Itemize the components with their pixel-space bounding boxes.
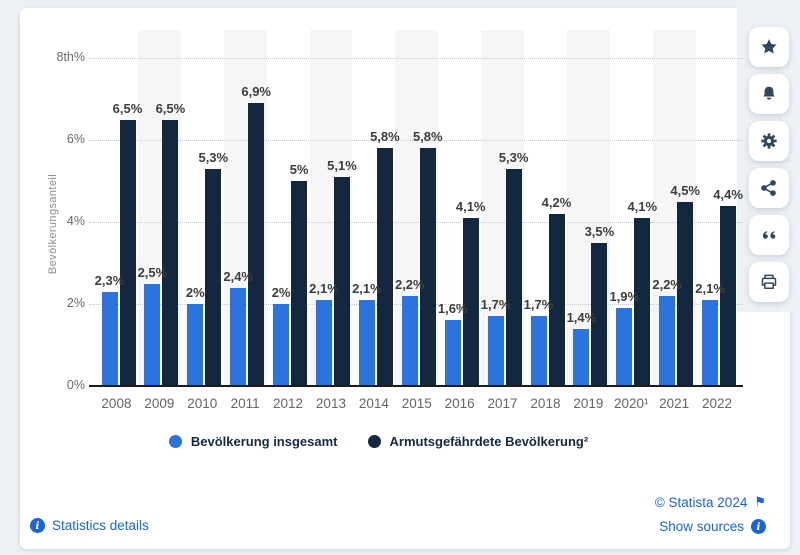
notifications-button[interactable] — [748, 74, 789, 114]
bar-at-risk-2016[interactable] — [462, 217, 479, 386]
bar-total-2017[interactable] — [487, 316, 504, 386]
chart-card — [20, 8, 790, 549]
action-sidebar — [737, 0, 800, 312]
bar-total-2014[interactable] — [358, 299, 375, 386]
bar-at-risk-2017[interactable] — [505, 168, 522, 386]
share-button[interactable] — [748, 168, 789, 208]
quote-icon — [762, 231, 775, 239]
bar-total-2013[interactable] — [316, 299, 332, 386]
gear-icon — [760, 133, 777, 149]
bar-at-risk-2014[interactable] — [376, 148, 393, 386]
legend-label: Armutsgefährdete Bevölkerung² — [389, 434, 589, 449]
chart-legend: Bevölkerung insgesamt Armutsgefährdete Be… — [20, 434, 737, 449]
share-icon — [760, 180, 776, 196]
favorite-button[interactable] — [748, 27, 789, 67]
bar-at-risk-2020¹[interactable] — [634, 217, 651, 386]
bar-at-risk-2019[interactable] — [591, 242, 608, 386]
bar-at-risk-2015[interactable] — [419, 148, 436, 386]
show-sources-link[interactable]: Show sources i — [659, 519, 766, 534]
bar-at-risk-2008[interactable] — [119, 119, 136, 386]
info-icon: i — [30, 518, 45, 533]
bar-at-risk-2022[interactable] — [720, 205, 737, 386]
bar-at-risk-2012[interactable] — [291, 181, 308, 386]
statista-copyright[interactable]: © Statista 2024 ⚑ — [655, 494, 766, 510]
bar-total-2009[interactable] — [144, 283, 161, 386]
bar-total-2018[interactable] — [530, 316, 547, 386]
bell-icon — [762, 86, 775, 100]
cite-button[interactable] — [748, 215, 789, 255]
bar-at-risk-2010[interactable] — [205, 168, 222, 386]
legend-label: Bevölkerung insgesamt — [190, 434, 338, 449]
star-icon — [760, 39, 777, 54]
legend-dot-icon — [168, 435, 182, 448]
y-axis-title: Bevölkerungsanteil — [47, 173, 59, 275]
statistics-details-link[interactable]: i Statistics details — [30, 518, 149, 533]
bar-total-2020¹[interactable] — [616, 308, 633, 386]
flag-icon: ⚑ — [754, 494, 766, 509]
bar-total-2015[interactable] — [401, 295, 418, 386]
settings-button[interactable] — [748, 121, 789, 161]
bar-at-risk-2011[interactable] — [248, 103, 265, 386]
bar-total-2012[interactable] — [273, 304, 290, 386]
bar-total-2022[interactable] — [702, 299, 719, 386]
bar-at-risk-2018[interactable] — [548, 213, 565, 386]
bar-total-2010[interactable] — [187, 304, 204, 386]
legend-item-at-risk[interactable]: Armutsgefährdete Bevölkerung² — [367, 434, 589, 449]
bar-total-2008[interactable] — [101, 291, 118, 386]
bar-at-risk-2021[interactable] — [677, 201, 694, 386]
statistics-details-label: Statistics details — [52, 518, 149, 533]
copyright-label: © Statista 2024 — [654, 494, 748, 510]
print-button[interactable] — [748, 262, 789, 302]
bar-total-2011[interactable] — [230, 287, 247, 386]
bar-total-2019[interactable] — [573, 328, 590, 386]
legend-item-total[interactable]: Bevölkerung insgesamt — [168, 434, 338, 449]
show-sources-label: Show sources — [659, 519, 744, 534]
info-icon: i — [751, 519, 766, 534]
bar-total-2021[interactable] — [659, 295, 676, 386]
bar-at-risk-2009[interactable] — [162, 119, 179, 386]
printer-icon — [761, 274, 776, 289]
bar-total-2016[interactable] — [444, 320, 461, 386]
legend-dot-icon — [367, 435, 381, 448]
bar-at-risk-2013[interactable] — [334, 176, 350, 386]
